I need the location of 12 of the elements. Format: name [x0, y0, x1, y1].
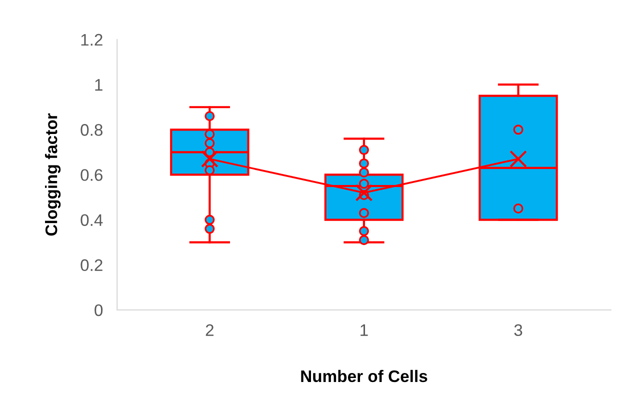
x-tick-label: 3 — [514, 324, 522, 336]
x-axis-title: Number of Cells — [301, 370, 428, 382]
y-tick-label: 1 — [95, 79, 102, 91]
x-tick-label: 2 — [206, 324, 214, 336]
y-tick-label: 0.4 — [80, 214, 103, 226]
x-tick-label: 1 — [360, 324, 368, 336]
y-axis-title: Clogging factor — [44, 113, 61, 236]
y-tick-label: 1.2 — [81, 34, 102, 46]
y-tick-label: 0.6 — [80, 169, 102, 181]
y-tick-label: 0.8 — [80, 124, 102, 136]
y-tick-label: 0 — [94, 304, 103, 316]
y-tick-label: 0.2 — [80, 259, 102, 272]
